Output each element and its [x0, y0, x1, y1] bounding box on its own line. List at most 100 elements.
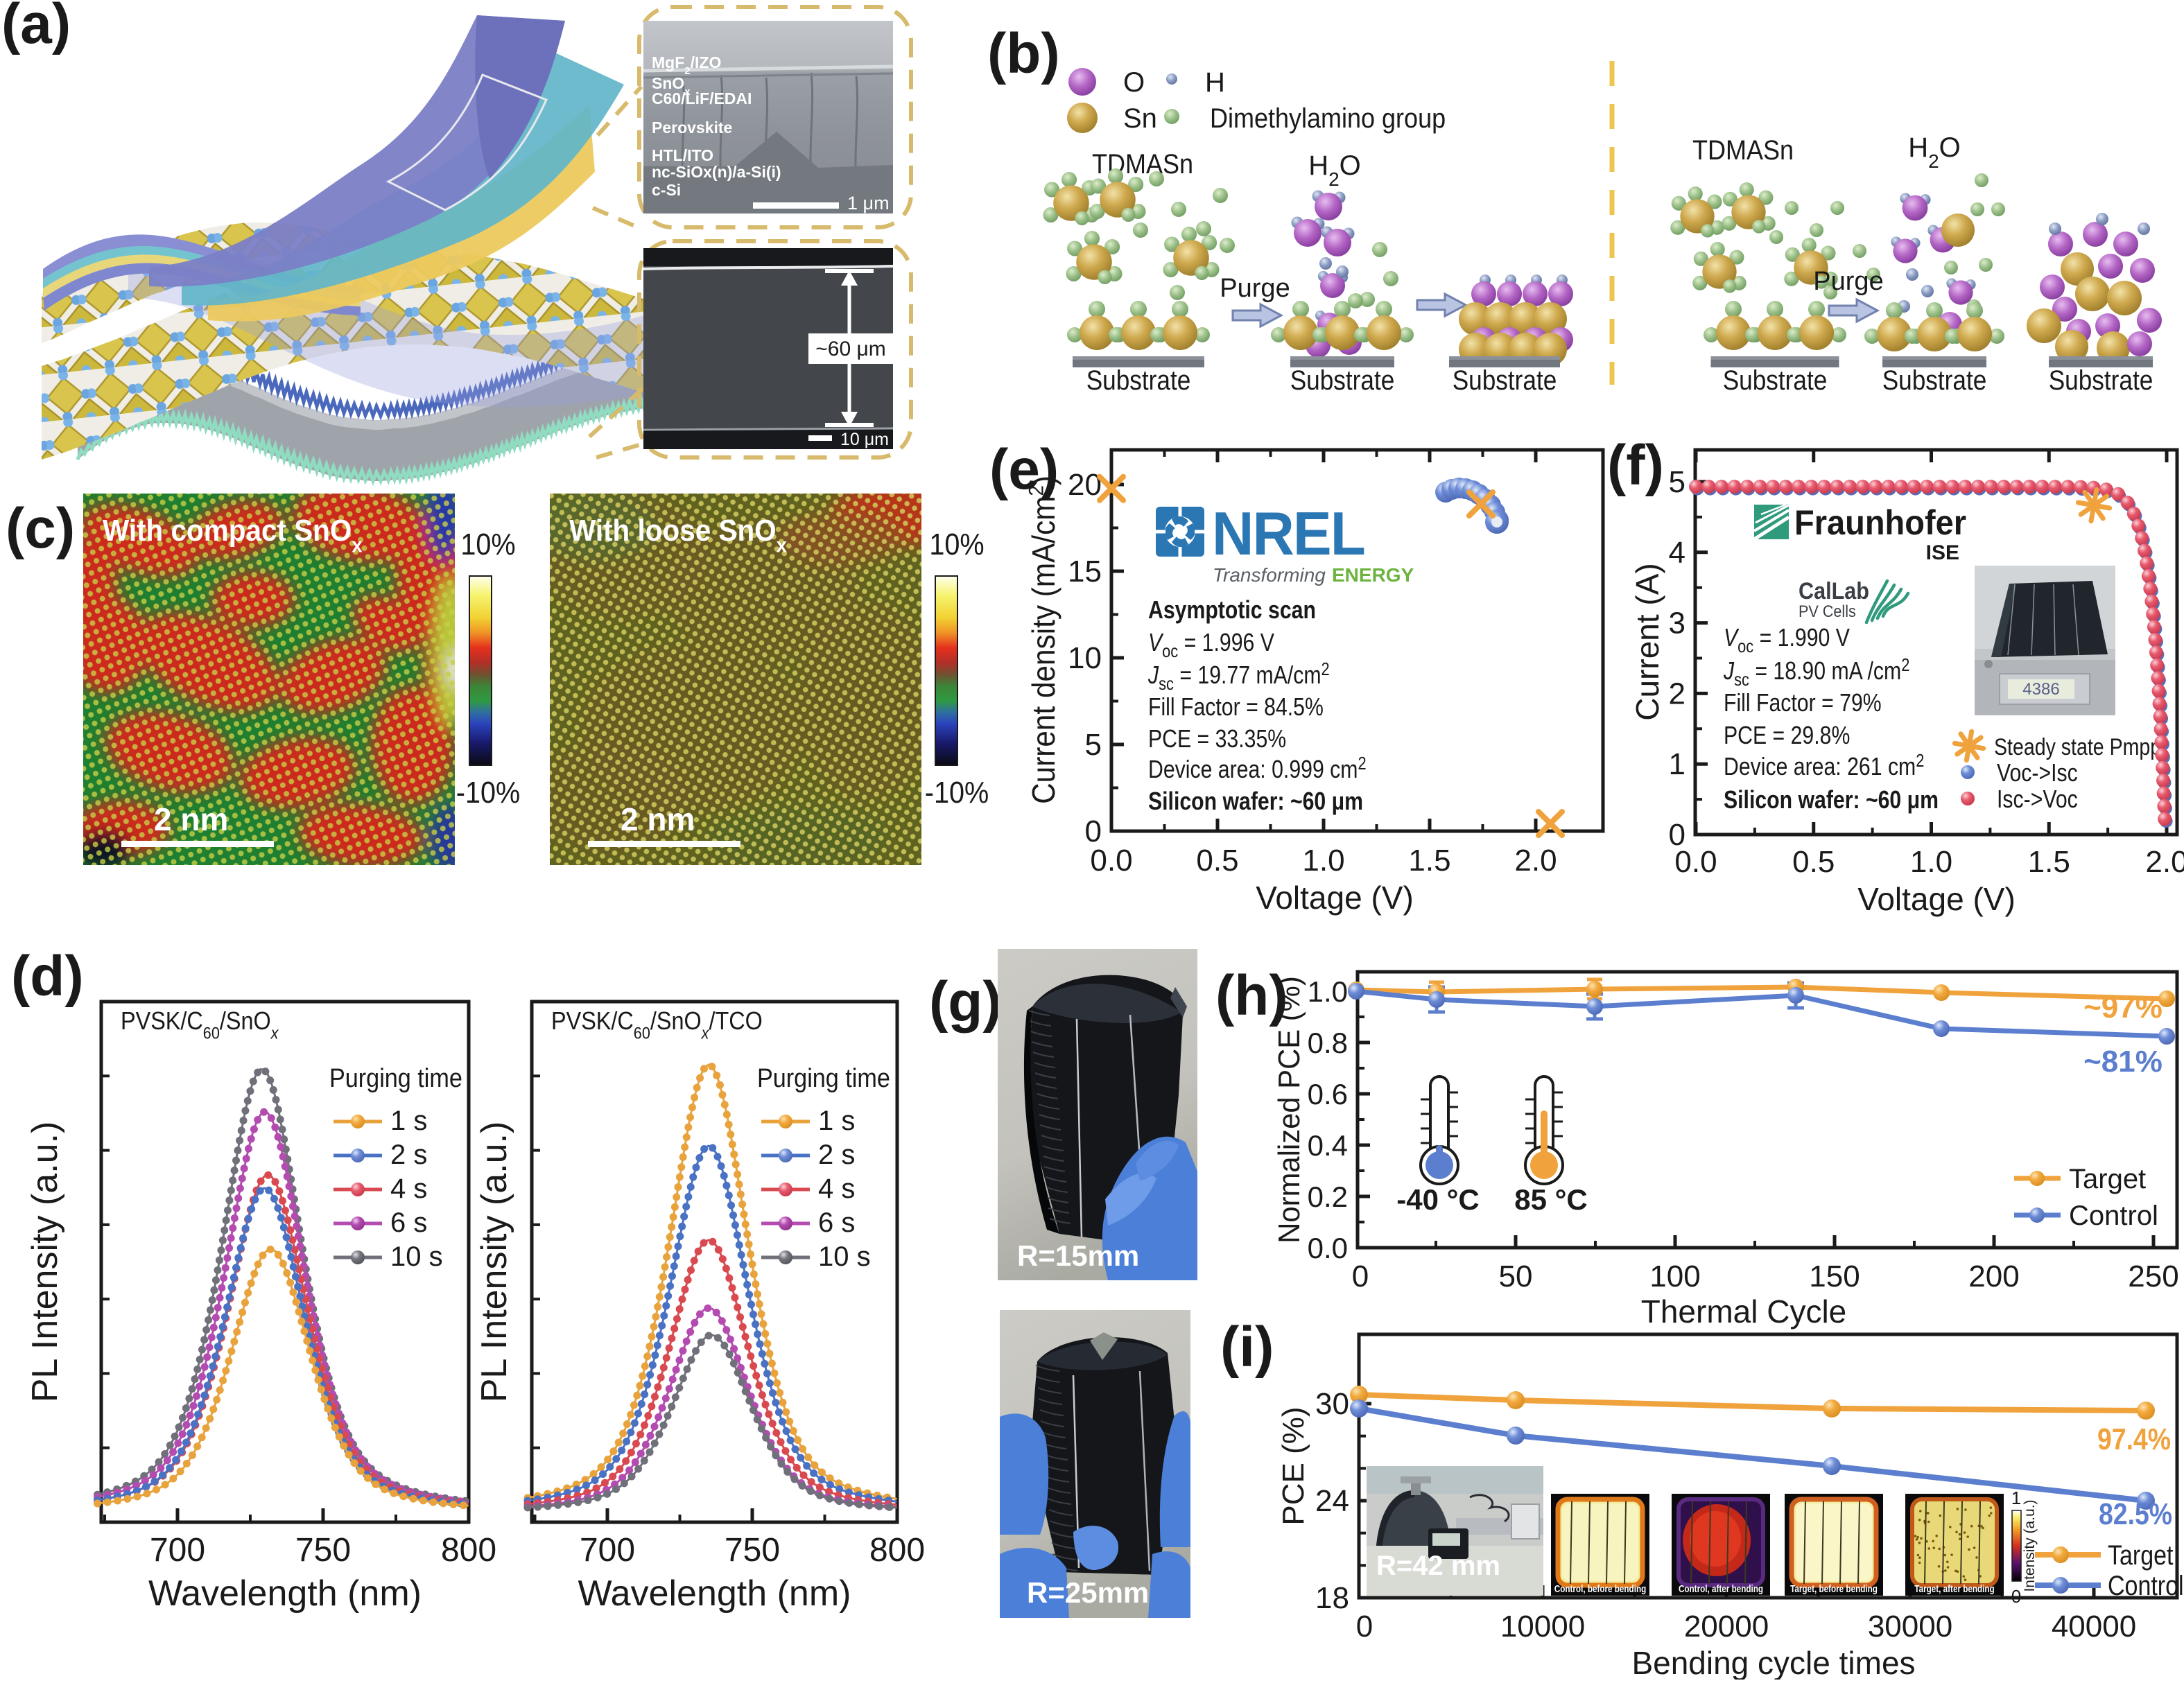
svg-text:Target, after bending: Target, after bending [1914, 1583, 1994, 1595]
svg-text:20000: 20000 [1684, 1610, 1769, 1643]
svg-text:10 s: 10 s [818, 1241, 871, 1272]
svg-text:0.0: 0.0 [1090, 844, 1132, 878]
svg-text:Transforming: Transforming [1213, 564, 1326, 586]
svg-text:200: 200 [1968, 1259, 2019, 1293]
svg-text:CalLab: CalLab [1799, 578, 1869, 604]
svg-text:700: 700 [580, 1532, 635, 1569]
svg-text:1: 1 [2011, 1488, 2021, 1508]
svg-text:6 s: 6 s [390, 1207, 427, 1238]
svg-text:ISE: ISE [1926, 541, 1959, 564]
svg-text:0.5: 0.5 [1792, 845, 1835, 879]
svg-text:10%: 10% [460, 527, 515, 561]
svg-text:Perovskite: Perovskite [652, 119, 732, 137]
svg-text:(g): (g) [929, 970, 1002, 1034]
svg-text:C60/LiF/EDAI: C60/LiF/EDAI [652, 89, 752, 107]
svg-text:PV Cells: PV Cells [1799, 602, 1856, 620]
svg-text:5: 5 [1669, 465, 1685, 499]
svg-text:Isc->Voc: Isc->Voc [1997, 786, 2078, 814]
svg-text:800: 800 [869, 1532, 925, 1569]
svg-text:~97%: ~97% [2083, 991, 2163, 1024]
svg-text:1 μm: 1 μm [847, 193, 890, 213]
svg-text:Target, before bending: Target, before bending [1790, 1583, 1878, 1595]
svg-text:20: 20 [1068, 468, 1102, 502]
svg-text:4 s: 4 s [390, 1174, 427, 1204]
svg-text:Device area: 261 cm2: Device area: 261 cm2 [1724, 751, 1924, 781]
svg-text:Bending cycle times: Bending cycle times [1631, 1645, 1915, 1680]
svg-text:Purging time: Purging time [329, 1063, 462, 1092]
svg-text:PL Intensity (a.u.): PL Intensity (a.u.) [474, 1122, 514, 1403]
svg-text:Voc = 1.990 V: Voc = 1.990 V [1724, 625, 1851, 657]
svg-text:Control, after bending: Control, after bending [1679, 1583, 1763, 1595]
svg-text:0: 0 [1669, 818, 1685, 852]
svg-text:Steady state Pmpp: Steady state Pmpp [1994, 734, 2161, 760]
svg-text:0.2: 0.2 [1308, 1180, 1348, 1213]
svg-text:HTL/ITO: HTL/ITO [652, 146, 713, 164]
svg-text:(d): (d) [11, 945, 84, 1008]
svg-text:(a): (a) [1, 0, 71, 55]
svg-text:2.0: 2.0 [1514, 844, 1557, 878]
svg-text:800: 800 [441, 1532, 496, 1569]
svg-text:2 s: 2 s [390, 1140, 427, 1170]
svg-text:18: 18 [1315, 1581, 1349, 1615]
svg-text:PCE (%): PCE (%) [1276, 1406, 1310, 1525]
svg-text:10: 10 [1068, 641, 1102, 675]
svg-text:R=15mm: R=15mm [1017, 1239, 1139, 1272]
svg-text:Sn: Sn [1123, 103, 1157, 134]
svg-text:0.8: 0.8 [1308, 1027, 1348, 1059]
svg-text:2.0: 2.0 [2145, 845, 2184, 879]
svg-text:1.5: 1.5 [2028, 845, 2070, 879]
svg-text:O: O [1123, 67, 1145, 98]
svg-text:Thermal Cycle: Thermal Cycle [1641, 1293, 1847, 1329]
svg-text:Normalized PCE (%): Normalized PCE (%) [1272, 976, 1306, 1244]
svg-text:750: 750 [295, 1532, 351, 1569]
svg-text:Jsc = 18.90 mA /cm2: Jsc = 18.90 mA /cm2 [1723, 655, 1909, 690]
svg-text:(e): (e) [989, 438, 1059, 501]
svg-text:30: 30 [1315, 1387, 1349, 1421]
svg-text:1: 1 [1669, 747, 1685, 781]
svg-text:1.5: 1.5 [1408, 844, 1450, 878]
svg-text:Voc->Isc: Voc->Isc [1997, 760, 2078, 787]
svg-text:0.0: 0.0 [1308, 1232, 1348, 1264]
svg-text:Substrate: Substrate [2049, 365, 2153, 396]
svg-text:Purge: Purge [1813, 267, 1883, 296]
svg-text:PCE = 33.35%: PCE = 33.35% [1148, 726, 1286, 753]
svg-text:R=42 mm: R=42 mm [1376, 1551, 1500, 1581]
svg-text:(i): (i) [1220, 1316, 1274, 1379]
svg-text:6 s: 6 s [818, 1207, 855, 1238]
svg-text:250: 250 [2128, 1259, 2178, 1293]
svg-text:100: 100 [1649, 1259, 1700, 1293]
svg-text:10000: 10000 [1500, 1610, 1585, 1643]
svg-text:Current density (mA/cm2): Current density (mA/cm2) [1025, 476, 1061, 804]
svg-text:Dimethylamino group: Dimethylamino group [1210, 103, 1446, 134]
svg-text:Fraunhofer: Fraunhofer [1794, 504, 1966, 543]
svg-text:97.4%: 97.4% [2097, 1422, 2171, 1456]
svg-text:TDMASn: TDMASn [1692, 135, 1794, 166]
svg-text:Target: Target [2069, 1164, 2146, 1194]
svg-text:Device area: 0.999 cm2: Device area: 0.999 cm2 [1148, 753, 1367, 783]
svg-text:Fill Factor = 79%: Fill Factor = 79% [1724, 690, 1882, 717]
svg-text:H: H [1205, 67, 1225, 98]
svg-text:Asymptotic scan: Asymptotic scan [1148, 597, 1316, 625]
svg-text:2 nm: 2 nm [154, 801, 228, 837]
svg-text:1.0: 1.0 [1910, 845, 1952, 879]
svg-text:Control: Control [2108, 1569, 2184, 1601]
svg-text:40000: 40000 [2052, 1610, 2136, 1643]
svg-text:50: 50 [1499, 1259, 1533, 1293]
svg-text:Substrate: Substrate [1453, 365, 1557, 396]
svg-text:5: 5 [1085, 728, 1102, 762]
svg-text:1.0: 1.0 [1302, 844, 1344, 878]
svg-text:82.5%: 82.5% [2099, 1497, 2172, 1531]
svg-text:Substrate: Substrate [1086, 365, 1191, 396]
svg-text:15: 15 [1068, 555, 1102, 588]
svg-text:0: 0 [1085, 814, 1102, 848]
svg-text:150: 150 [1809, 1259, 1860, 1293]
svg-text:24: 24 [1315, 1484, 1349, 1518]
svg-text:1 s: 1 s [390, 1106, 427, 1136]
svg-text:R=25mm: R=25mm [1027, 1576, 1149, 1609]
svg-text:10 s: 10 s [390, 1241, 443, 1272]
svg-text:(h): (h) [1215, 964, 1288, 1027]
svg-text:Control: Control [2069, 1201, 2158, 1231]
svg-text:TDMASn: TDMASn [1092, 149, 1193, 180]
svg-text:-10%: -10% [456, 775, 520, 809]
svg-text:Substrate: Substrate [1723, 365, 1828, 396]
